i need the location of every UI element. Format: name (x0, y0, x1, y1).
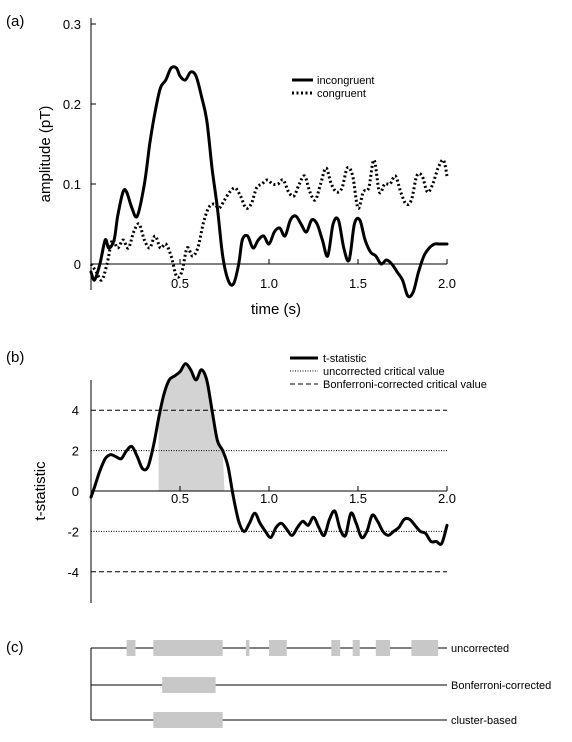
significant-interval-bar (269, 640, 287, 656)
significant-interval-bar (162, 677, 216, 693)
panel-b-y-tick-label: -2 (67, 524, 79, 539)
uncorrected-legend-label: uncorrected critical value (323, 366, 445, 378)
panel-b-x-tick-label: 2.0 (438, 491, 456, 506)
panel-b-y-tick-label: 4 (72, 403, 79, 418)
panel-a-label: (a) (6, 13, 24, 30)
panel-a-y-tick-label: 0.1 (63, 177, 81, 192)
panel-a-chart: 0 0.1 0.2 0.3 0.5 1.0 1.5 2.0 amplitude (pT) t… (37, 17, 456, 318)
panel-c-label: (c) (6, 639, 24, 656)
congruent-series-line (89, 158, 449, 282)
panel-b-x-tick-label: 0.5 (171, 491, 189, 506)
congruent-legend-label: congruent (317, 88, 366, 100)
panel-b-y-tick-label: -4 (67, 565, 79, 580)
panel-a-x-tick-label: 0.5 (171, 276, 189, 291)
panel-a-x-tick-label: 1.5 (349, 276, 367, 291)
significant-interval-bar (411, 640, 439, 656)
significant-interval-bar (352, 640, 360, 656)
incongruent-series-line (89, 65, 449, 299)
panel-a-x-tick-label: 2.0 (438, 276, 456, 291)
interval-row-label: uncorrected (451, 643, 509, 655)
significant-interval-bar (153, 712, 223, 728)
panel-a-y-axis-title: amplitude (pT) (37, 106, 54, 203)
panel-a-y-tick-label: 0 (74, 257, 81, 272)
significant-interval-bar (126, 640, 136, 656)
significant-interval-bar (375, 640, 391, 656)
t-statistic-series-line (89, 362, 449, 546)
panel-c-chart: uncorrected Bonferroni-corrected cluster-b… (90, 640, 551, 728)
panel-a-y-tick-label: 0.3 (63, 17, 81, 32)
panel-b-label: (b) (6, 349, 24, 366)
panel-a-x-axis-title: time (s) (251, 301, 301, 318)
panel-b-x-tick-label: 1.0 (260, 491, 278, 506)
significant-interval-bar (331, 640, 341, 656)
interval-row-label: Bonferroni-corrected (451, 680, 551, 692)
panel-b-chart: -4 -2 0 2 4 0.5 1.0 1.5 2.0 t-statistic t-stati… (32, 353, 487, 603)
bonferroni-legend-label: Bonferroni-corrected critical value (323, 379, 487, 391)
panel-a-y-tick-label: 0.2 (63, 97, 81, 112)
panel-a-x-tick-label: 1.0 (260, 276, 278, 291)
t-statistic-legend-label: t-statistic (323, 353, 367, 365)
significant-interval-bar (153, 640, 223, 656)
significant-cluster-fill (158, 363, 225, 491)
panel-b-y-tick-label: 0 (72, 484, 79, 499)
panel-b-x-tick-label: 1.5 (349, 491, 367, 506)
panel-b-y-tick-label: 2 (72, 444, 79, 459)
panel-b-y-axis-title: t-statistic (32, 461, 49, 521)
interval-row-label: cluster-based (451, 715, 517, 727)
significant-interval-bar (245, 640, 250, 656)
incongruent-legend-label: incongruent (317, 75, 375, 87)
